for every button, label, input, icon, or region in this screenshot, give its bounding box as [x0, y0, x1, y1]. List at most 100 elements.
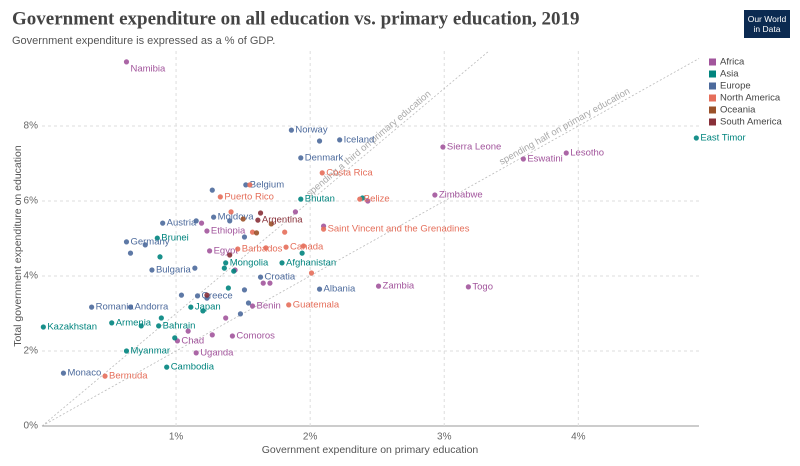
point-label: Togo [472, 281, 493, 292]
point [229, 333, 235, 339]
legend-label: South America [720, 117, 782, 128]
point [255, 217, 261, 223]
point [241, 287, 248, 293]
point-label: Bhutan [305, 194, 335, 205]
point [185, 328, 191, 334]
y-tick-label: 8% [24, 121, 39, 132]
point [158, 315, 164, 321]
point [308, 270, 315, 276]
point [157, 254, 163, 260]
point-label: Greece [202, 290, 233, 301]
point [227, 252, 233, 258]
point-label: Belgium [250, 179, 284, 190]
point [40, 324, 46, 330]
point-label: Norway [295, 125, 327, 136]
point [123, 239, 130, 245]
point-label: Comoros [236, 331, 275, 342]
point [217, 194, 223, 200]
point-label: Costa Rica [326, 167, 373, 178]
point [288, 127, 294, 133]
point [198, 220, 205, 226]
point [223, 315, 229, 321]
legend-label: Asia [720, 69, 739, 80]
point [227, 218, 233, 224]
point [299, 250, 305, 256]
point-label: Bulgaria [156, 265, 192, 276]
x-tick-label: 4% [571, 432, 586, 443]
reference-line [41, 58, 700, 427]
point [268, 221, 274, 227]
point [102, 373, 108, 379]
point [257, 274, 264, 280]
point [160, 220, 166, 226]
point-label: Eswatini [527, 154, 562, 165]
point-label: Croatia [265, 272, 296, 283]
point [316, 286, 323, 292]
point-label: Monaco [67, 368, 101, 379]
point [211, 214, 217, 220]
point-label: Cambodia [171, 362, 215, 373]
point-label: Afghanistan [286, 257, 336, 268]
point [520, 156, 526, 162]
x-tick-label: 2% [303, 432, 318, 443]
point-label: Austria [167, 218, 197, 229]
point [207, 248, 213, 254]
point [200, 308, 206, 314]
y-axis-label: Total government expenditure on educatio… [12, 145, 24, 347]
point-label: Mongolia [230, 257, 269, 268]
x-tick-label: 1% [169, 432, 184, 443]
y-tick-label: 4% [24, 271, 39, 282]
point [249, 303, 256, 309]
point [127, 250, 134, 256]
x-axis-label: Government expenditure on primary educat… [262, 444, 479, 456]
logo-text: Our World in Data [747, 14, 787, 34]
point [193, 350, 199, 356]
logo: Our World in Data [747, 14, 787, 34]
point [260, 280, 266, 286]
point [263, 245, 269, 251]
point [257, 210, 264, 216]
point [228, 209, 234, 215]
reference-label: spending half on primary education [497, 86, 631, 168]
point-label: Bermuda [109, 371, 148, 382]
point-label: Saint Vincent and the Grenadines [328, 224, 470, 235]
point [142, 242, 148, 248]
point [465, 284, 471, 290]
point-label: Puerto Rico [224, 191, 274, 202]
point-label: Chad [181, 335, 204, 346]
legend-label: North America [720, 93, 781, 104]
point [172, 335, 178, 341]
point [209, 332, 215, 338]
point [127, 304, 134, 310]
point [154, 235, 160, 241]
point-label: Moldova [218, 212, 255, 223]
point-label: Argentina [262, 215, 303, 226]
point-label: Namibia [130, 63, 166, 74]
point [225, 285, 231, 291]
point [337, 137, 343, 143]
point [319, 170, 325, 176]
point-label: Canada [290, 242, 324, 253]
point-label: Andorra [134, 302, 169, 313]
point [209, 187, 215, 193]
point-label: Lesotho [570, 148, 604, 159]
point [123, 59, 130, 65]
point-label: Armenia [116, 317, 152, 328]
point-label: Romania [96, 302, 135, 313]
reference-line [41, 50, 490, 427]
point-label: Iceland [344, 134, 375, 145]
point [316, 138, 323, 144]
point [247, 182, 253, 188]
point [253, 230, 260, 236]
point [357, 196, 363, 202]
point [292, 209, 299, 215]
point [243, 182, 249, 188]
point [240, 216, 246, 222]
point [237, 311, 244, 317]
point [249, 229, 256, 235]
point [89, 304, 95, 310]
point [138, 323, 144, 329]
point-label: Kazakhstan [47, 322, 97, 333]
point-label: Ethiopia [211, 226, 246, 237]
legend-swatch [709, 70, 716, 78]
